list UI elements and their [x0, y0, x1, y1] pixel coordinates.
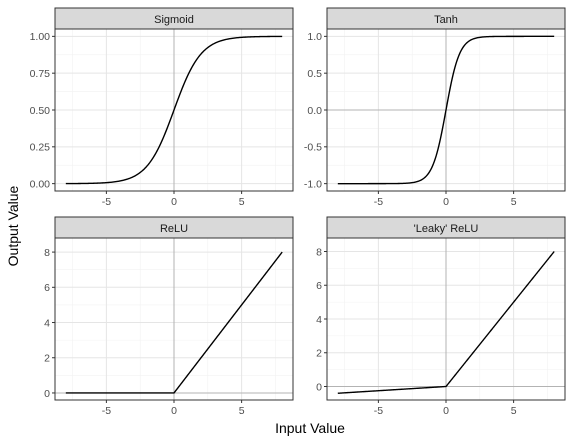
series-line [65, 35, 283, 185]
facet-panel: Sigmoid -5 0 5 0.00 0.25 0.50 0.75 1.00 [30, 7, 294, 208]
facet-strip-label: Sigmoid [154, 14, 194, 26]
series-line [337, 35, 555, 185]
series-line [337, 251, 555, 394]
x-tick-label: -5 [374, 196, 383, 208]
y-tick-label: 0.00 [30, 178, 51, 190]
y-tick-label: 8 [44, 247, 50, 259]
y-tick-label: 4 [316, 314, 322, 326]
x-tick-label: 5 [511, 196, 517, 208]
facet-panel: 'Leaky' ReLU -5 0 5 0 2 4 6 8 [316, 216, 566, 417]
y-tick-label: -0.5 [304, 142, 322, 154]
x-tick-label: -5 [102, 405, 111, 417]
y-tick-label: -1.0 [304, 178, 322, 190]
y-tick-label: 8 [316, 246, 322, 258]
y-tick-label: 2 [316, 348, 322, 360]
x-axis-label: Input Value [275, 420, 345, 436]
y-tick-label: 0.25 [30, 142, 51, 154]
y-tick-label: 6 [44, 282, 50, 294]
y-axis-label: Output Value [5, 185, 21, 266]
x-tick-label: 0 [171, 405, 177, 417]
y-tick-label: 0.75 [30, 68, 51, 80]
x-tick-label: 5 [239, 405, 245, 417]
facet-panel: ReLU -5 0 5 0 2 4 6 8 [44, 216, 294, 417]
y-tick-label: 6 [316, 280, 322, 292]
y-tick-label: 0.5 [307, 68, 322, 80]
x-tick-label: -5 [102, 196, 111, 208]
x-tick-label: 0 [171, 196, 177, 208]
x-tick-label: 0 [443, 405, 449, 417]
facet-strip-label: 'Leaky' ReLU [414, 223, 479, 235]
y-tick-label: 1.00 [30, 31, 51, 43]
x-tick-label: -5 [374, 405, 383, 417]
y-tick-label: 0.0 [307, 105, 322, 117]
facet-strip-label: ReLU [160, 223, 188, 235]
facet-strip-label: Tanh [434, 14, 458, 26]
y-tick-label: 4 [44, 317, 50, 329]
facet-panel: Tanh -5 0 5 -1.0 -0.5 0.0 0.5 1.0 [304, 7, 566, 208]
x-tick-label: 5 [239, 196, 245, 208]
y-tick-label: 2 [44, 353, 50, 365]
y-tick-label: 0.50 [30, 105, 51, 117]
x-tick-label: 5 [511, 405, 517, 417]
x-tick-label: 0 [443, 196, 449, 208]
y-tick-label: 0 [316, 381, 322, 393]
series-line [65, 251, 283, 394]
y-tick-label: 0 [44, 388, 50, 400]
y-tick-label: 1.0 [307, 31, 322, 43]
